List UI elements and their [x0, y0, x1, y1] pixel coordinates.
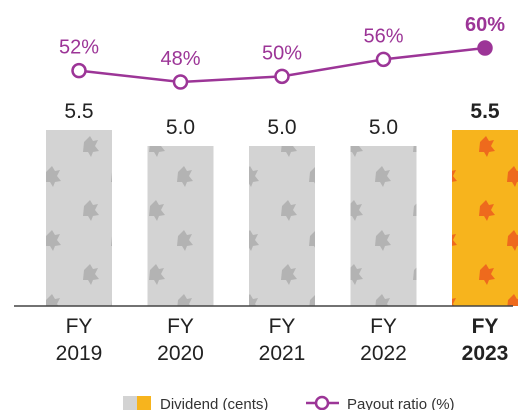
payout-ratio-label-4: 60%: [465, 14, 505, 36]
dividend-bar-pattern-2: [249, 146, 315, 306]
dividend-value-label-3: 5.0: [369, 116, 398, 139]
payout-ratio-line-group: [71, 40, 493, 90]
payout-ratio-labels: 52% 48% 50% 56% 60%: [59, 14, 505, 70]
category-label-3-line-0: FY: [370, 315, 397, 338]
payout-ratio-label-0: 52%: [59, 37, 99, 59]
legend-swatch-orange: [137, 396, 151, 410]
legend-label-dividend: Dividend (cents): [160, 396, 268, 410]
dividend-value-label-2: 5.0: [267, 116, 296, 139]
legend-swatch-grey: [123, 396, 137, 410]
category-label-4-line-1: 2023: [462, 342, 509, 365]
payout-ratio-point-1: [172, 74, 189, 90]
dividend-bar-pattern-0: [46, 130, 112, 306]
category-label-1-line-0: FY: [167, 315, 194, 338]
category-label-2-line-1: 2021: [259, 342, 306, 365]
payout-ratio-point-2: [274, 68, 290, 85]
category-label-2-line-0: FY: [269, 315, 296, 338]
dividend-value-label-1: 5.0: [166, 116, 195, 139]
payout-ratio-point-0: [71, 62, 87, 79]
dividend-value-label-4: 5.5: [470, 100, 500, 123]
dividend-bar-pattern-1: [147, 146, 214, 306]
dividend-bar-pattern-4: [452, 130, 518, 306]
dividend-value-label-0: 5.5: [64, 100, 93, 123]
legend: Dividend (cents) Payout ratio (%): [123, 395, 455, 410]
payout-ratio-label-2: 50%: [262, 42, 302, 64]
legend-label-payout-ratio: Payout ratio (%): [347, 396, 455, 410]
category-label-3-line-1: 2022: [360, 342, 407, 365]
x-axis-category-labels: FY 2019 FY 2020 FY 2021 FY 2022 FY 2023: [56, 315, 509, 365]
category-label-0-line-0: FY: [66, 315, 93, 338]
category-label-0-line-1: 2019: [56, 342, 103, 365]
payout-ratio-label-1: 48%: [160, 48, 200, 70]
payout-ratio-point-4: [477, 40, 493, 56]
legend-circle-marker: [314, 395, 330, 410]
category-label-4-line-0: FY: [472, 315, 499, 338]
category-label-1-line-1: 2020: [157, 342, 204, 365]
payout-ratio-label-3: 56%: [363, 25, 403, 47]
payout-ratio-point-3: [375, 51, 392, 68]
bars-group: [46, 130, 518, 306]
bar-value-labels: 5.5 5.0 5.0 5.0 5.5: [64, 100, 500, 139]
dividend-bar-pattern-3: [350, 146, 417, 306]
